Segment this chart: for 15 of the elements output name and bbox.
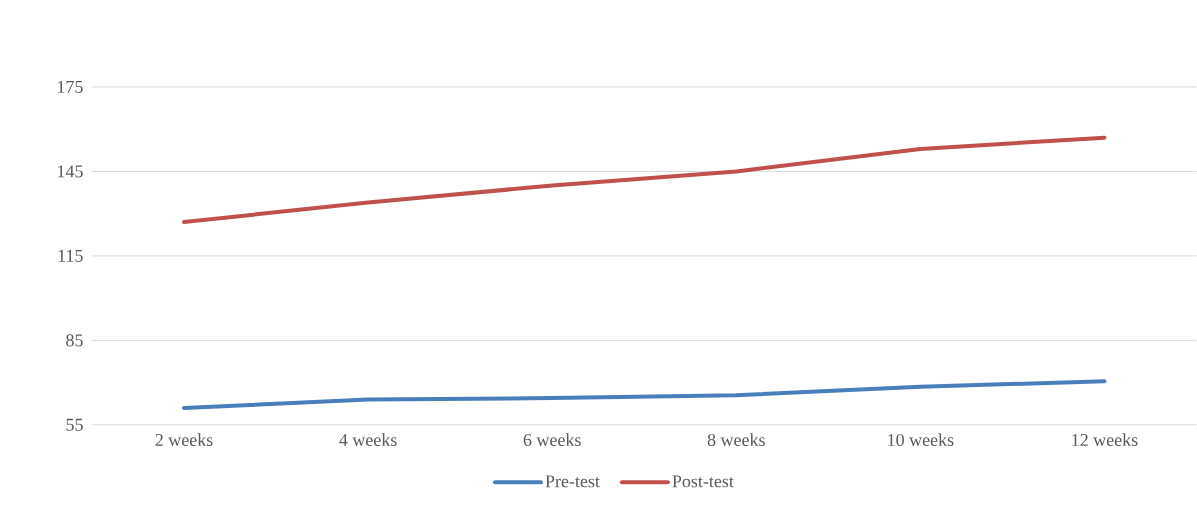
x-tick-label: 4 weeks xyxy=(339,433,397,447)
x-tick-label: 6 weeks xyxy=(523,433,581,447)
legend-label: Post-test xyxy=(672,475,734,488)
x-tick-label: 12 weeks xyxy=(1072,433,1138,447)
line-series xyxy=(182,379,1107,411)
y-tick-label: 145 xyxy=(58,165,83,178)
x-tick-label: 8 weeks xyxy=(707,433,765,447)
x-tick-label: 10 weeks xyxy=(888,433,954,447)
y-tick-label: 55 xyxy=(66,418,83,431)
line-series xyxy=(182,135,1107,225)
y-tick-label: 175 xyxy=(58,81,83,94)
y-tick-label: 85 xyxy=(66,334,83,347)
y-tick-label: 115 xyxy=(58,249,83,263)
legend-label: Pre-test xyxy=(545,475,600,488)
x-tick-label: 2 weeks xyxy=(155,433,213,447)
